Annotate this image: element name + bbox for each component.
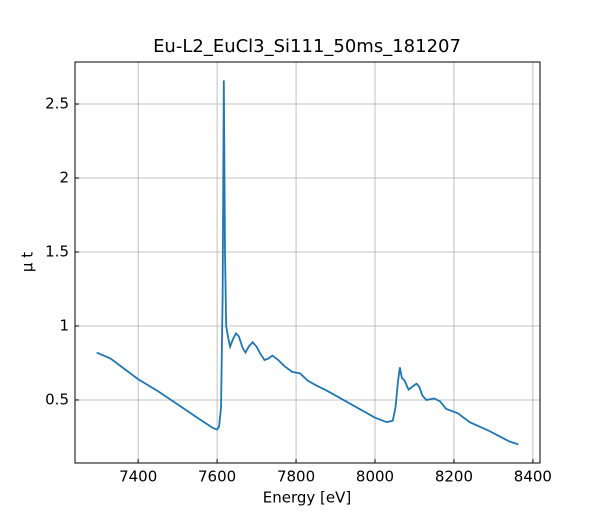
y-tick-label: 0.5: [45, 390, 69, 408]
x-axis-label: Energy [eV]: [263, 489, 351, 507]
data-line: [96, 80, 519, 446]
x-tick-label: 7400: [119, 468, 157, 486]
y-tick-label: 2: [59, 169, 69, 187]
chart-title: Eu-L2_EuCl3_Si111_50ms_181207: [153, 36, 461, 57]
y-axis-label: μ t: [19, 252, 37, 272]
x-tick-label: 8400: [514, 468, 552, 486]
y-tick-label: 2.5: [45, 95, 69, 113]
x-tick-label: 8200: [435, 468, 473, 486]
y-tick-label: 1.5: [45, 242, 69, 260]
x-tick-label: 7800: [277, 468, 315, 486]
plot-frame: [74, 61, 541, 464]
x-tick-label: 8000: [356, 468, 394, 486]
y-tick-label: 1: [59, 316, 69, 334]
x-tick-label: 7600: [198, 468, 236, 486]
